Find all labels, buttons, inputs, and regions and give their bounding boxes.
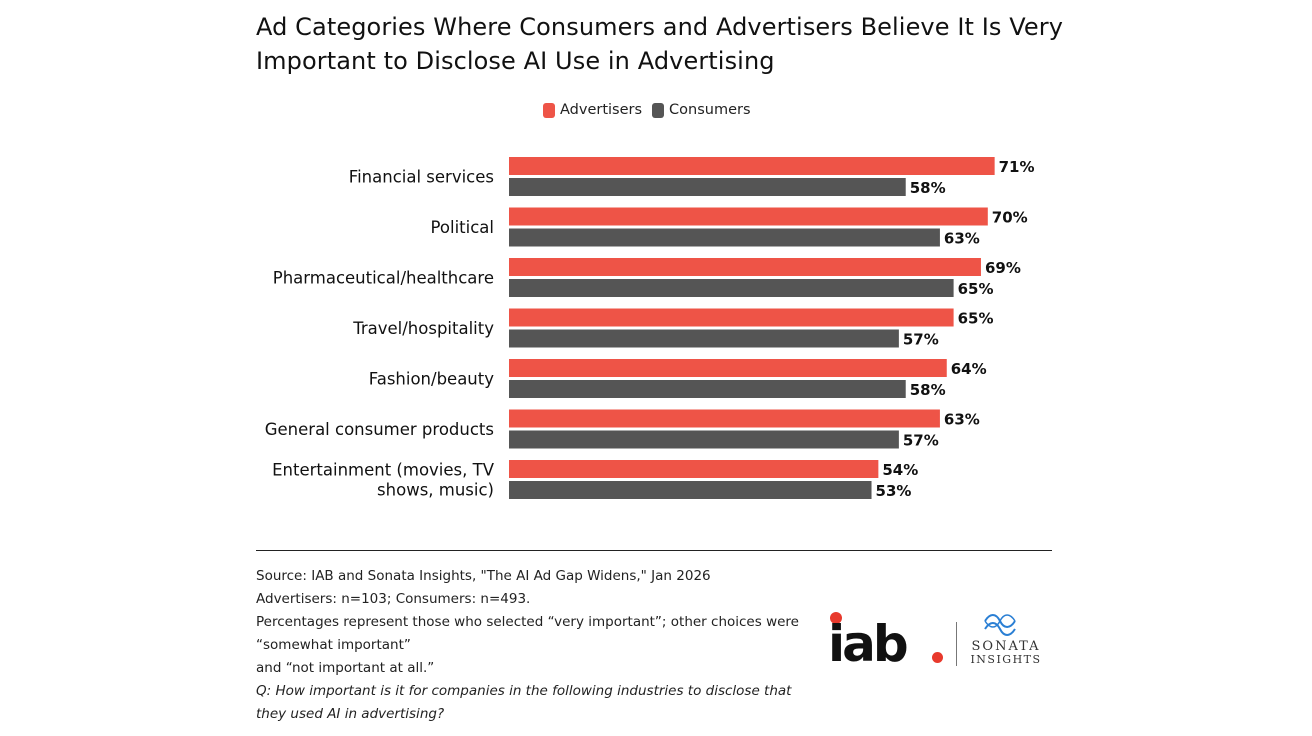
bar-chart: Financial services 71% 58% Political 70% 63% P… [265,157,1035,500]
category-label-pharmaceutical-healthcare: Pharmaceutical/healthcare [273,269,494,288]
data-label-advertisers-political: 70% [992,209,1028,227]
bar-consumers-financial-services [509,178,906,196]
data-label-consumers-entertainment-movies-tv-shows-music: 53% [876,482,912,500]
bar-advertisers-financial-services [509,157,995,175]
data-label-advertisers-fashion-beauty: 64% [951,360,987,378]
percent-note-line-1: Percentages represent those who selected… [256,614,799,630]
category-label-line: Fashion/beauty [369,370,495,389]
bar-advertisers-entertainment-movies-tv-shows-music [509,460,879,478]
data-label-consumers-pharmaceutical-healthcare: 65% [958,280,994,298]
sonata-logo-line-1: SONATA [971,639,1041,654]
category-label-political: Political [431,218,494,237]
sample-size-text: Advertisers: n=103; Consumers: n=493. [256,591,531,607]
legend-item-consumers: Consumers [652,102,751,118]
category-label-line: Political [431,218,494,237]
chart-title-line-2: Important to Disclose AI Use in Advertis… [256,47,775,75]
bar-advertisers-fashion-beauty [509,359,947,377]
data-label-consumers-political: 63% [944,230,980,248]
bar-consumers-entertainment-movies-tv-shows-music [509,481,872,499]
bar-advertisers-general-consumer-products [509,409,940,428]
logo-group: iab SONATA INSIGHTS [828,612,1058,672]
footer-divider [256,550,1052,551]
legend-label-advertisers: Advertisers [560,102,643,118]
legend-label-consumers: Consumers [669,102,751,118]
legend-swatch-consumers [652,102,665,118]
data-label-advertisers-pharmaceutical-healthcare: 69% [985,259,1021,277]
data-label-advertisers-travel-hospitality: 65% [958,310,994,328]
category-label-line: Travel/hospitality [352,319,494,338]
category-label-line: General consumer products [265,420,494,439]
percent-note-line-2: “somewhat important” [256,637,411,653]
iab-logo-dot [830,612,842,624]
category-label-travel-hospitality: Travel/hospitality [352,319,494,338]
legend-item-advertisers: Advertisers [543,102,642,118]
bar-consumers-travel-hospitality [509,329,899,348]
sonata-wave-icon [984,614,1016,636]
category-label-line: Pharmaceutical/healthcare [273,269,494,288]
bar-consumers-political [509,228,940,247]
question-line-1: Q: How important is it for companies in … [256,683,792,699]
sonata-insights-logo: SONATA INSIGHTS [956,640,1056,666]
legend-swatch-advertisers [543,102,555,118]
bar-advertisers-political [509,207,988,226]
bar-advertisers-pharmaceutical-healthcare [509,258,981,276]
data-label-consumers-travel-hospitality: 57% [903,331,939,349]
iab-logo: iab [828,615,909,673]
bar-consumers-pharmaceutical-healthcare [509,279,954,297]
category-label-line: Entertainment (movies, TV [272,461,495,480]
data-label-consumers-general-consumer-products: 57% [903,432,939,450]
category-label-general-consumer-products: General consumer products [265,420,494,439]
source-text: Source: IAB and Sonata Insights, "The AI… [256,568,711,584]
category-label-entertainment-movies-tv-shows-music: Entertainment (movies, TV shows, music) [272,461,495,500]
bar-consumers-general-consumer-products [509,430,899,449]
data-label-advertisers-entertainment-movies-tv-shows-music: 54% [882,461,918,479]
category-label-financial-services: Financial services [349,168,494,187]
bar-advertisers-travel-hospitality [509,308,954,327]
question-line-2: they used AI in advertising? [256,706,445,722]
data-label-advertisers-general-consumer-products: 63% [944,411,980,429]
chart-title: Ad Categories Where Consumers and Advert… [256,10,1076,78]
logo-divider [956,622,957,666]
bar-consumers-fashion-beauty [509,380,906,398]
percent-note-line-3: and “not important at all.” [256,660,435,676]
data-label-consumers-fashion-beauty: 58% [910,381,946,399]
chart-title-line-1: Ad Categories Where Consumers and Advert… [256,13,1064,41]
category-label-line: Financial services [349,168,494,187]
data-label-advertisers-financial-services: 71% [999,158,1035,176]
chart-legend: Advertisers Consumers [543,100,751,120]
category-label-line: shows, music) [377,481,494,500]
iab-logo-period [932,652,943,663]
sonata-logo-line-2: INSIGHTS [970,653,1042,666]
category-label-fashion-beauty: Fashion/beauty [369,370,495,389]
data-label-consumers-financial-services: 58% [910,179,946,197]
source-notes: Source: IAB and Sonata Insights, "The AI… [256,565,836,726]
